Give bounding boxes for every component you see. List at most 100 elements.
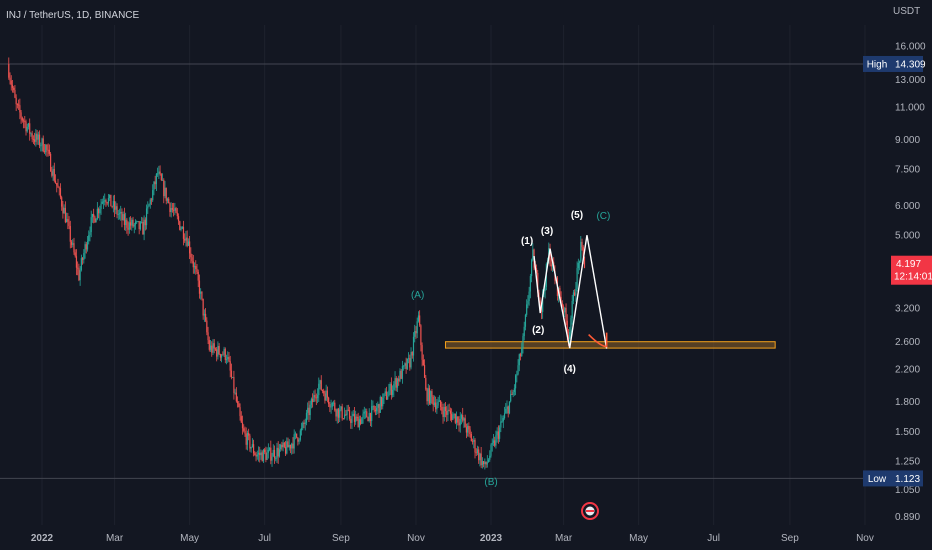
candle-body	[196, 269, 198, 272]
candle-body	[485, 461, 487, 465]
candle-body	[43, 151, 46, 153]
bar-countdown: 12:14:01	[894, 272, 932, 283]
candle-body	[480, 453, 482, 466]
candle-body	[455, 416, 458, 423]
candle-body	[277, 447, 279, 457]
candle-body	[409, 358, 411, 368]
candle-body	[414, 331, 416, 337]
candle-body	[447, 409, 449, 415]
candle-body	[400, 370, 402, 379]
candle-body	[439, 400, 442, 407]
candle-body	[200, 291, 202, 294]
candle-body	[358, 419, 360, 428]
candle-body	[328, 397, 330, 404]
candle-body	[560, 296, 562, 304]
candle-body	[469, 429, 471, 435]
candle-body	[572, 292, 575, 302]
candle-body	[500, 421, 502, 428]
candle-body	[270, 447, 272, 461]
candle-body	[396, 378, 399, 388]
wave-path[interactable]	[533, 235, 588, 349]
candle-body	[578, 261, 581, 264]
candle-body	[47, 149, 49, 151]
candle-body	[452, 415, 454, 420]
candle-body	[86, 241, 89, 250]
candle-body	[239, 407, 241, 417]
candle-body	[34, 139, 36, 142]
candle-body	[256, 454, 258, 457]
candle-body	[284, 446, 287, 454]
candle-body	[475, 452, 477, 454]
candle-body	[179, 221, 181, 230]
candle-body	[110, 194, 112, 207]
candle-body	[379, 396, 381, 413]
candle-body	[505, 408, 507, 414]
candle-body	[528, 291, 530, 301]
candle-body	[20, 112, 22, 118]
candle-body	[366, 411, 368, 418]
candle-body	[300, 428, 303, 431]
candle-body	[515, 375, 517, 389]
candle-body	[287, 441, 289, 448]
projection-line[interactable]	[586, 235, 608, 349]
candle-body	[74, 252, 76, 257]
candle-body	[326, 390, 328, 398]
candle-body	[251, 444, 253, 448]
candle-body	[448, 409, 450, 411]
candle-body	[360, 419, 362, 424]
candle-body	[212, 343, 214, 353]
candle-body	[137, 221, 139, 222]
candle-body	[421, 345, 423, 360]
candle-body	[211, 345, 213, 353]
candle-body	[227, 356, 229, 360]
x-tick-label: Jul	[707, 533, 720, 544]
candle-body	[143, 219, 145, 235]
candle-body	[218, 346, 220, 355]
candle-body	[195, 266, 197, 270]
candle-body	[294, 433, 297, 435]
candle-body	[388, 390, 390, 397]
high-label: High	[867, 59, 888, 70]
y-tick-label: 1.500	[895, 427, 920, 438]
support-zone[interactable]	[444, 341, 776, 349]
candle-body	[170, 208, 172, 213]
candle-body	[89, 232, 91, 236]
candle-body	[315, 397, 317, 399]
candle-body	[235, 392, 237, 402]
projection-arrow[interactable]	[588, 332, 608, 348]
candle-body	[476, 449, 479, 453]
earnings-event-icon[interactable]	[581, 502, 599, 520]
candle-body	[80, 258, 82, 271]
candle-body	[181, 226, 183, 229]
candle-body	[18, 104, 20, 106]
candle-body	[72, 243, 74, 245]
candle-body	[362, 413, 364, 418]
candle-body	[494, 440, 496, 446]
candle-body	[217, 346, 219, 357]
candle-body	[191, 257, 193, 262]
candle-body	[40, 145, 42, 147]
candle-body	[355, 416, 357, 422]
candle-body	[116, 206, 118, 215]
candle-body	[530, 260, 533, 277]
candle-body	[221, 354, 223, 358]
candle-body	[561, 303, 563, 307]
candle-body	[155, 173, 158, 185]
candle-body	[512, 391, 514, 395]
candle-body	[337, 408, 340, 418]
candle-body	[389, 383, 391, 391]
candle-body	[271, 456, 273, 461]
wave-label-2: (2)	[532, 325, 544, 336]
candle-body	[329, 403, 331, 408]
candle-body	[68, 221, 70, 227]
candle-body	[471, 441, 474, 443]
candle-body	[364, 411, 367, 413]
candle-body	[377, 404, 379, 408]
wave-label-a: (A)	[411, 290, 424, 301]
candle-body	[323, 391, 325, 394]
candle-body	[406, 358, 408, 369]
candle-body	[303, 422, 305, 424]
candle-body	[442, 410, 444, 417]
